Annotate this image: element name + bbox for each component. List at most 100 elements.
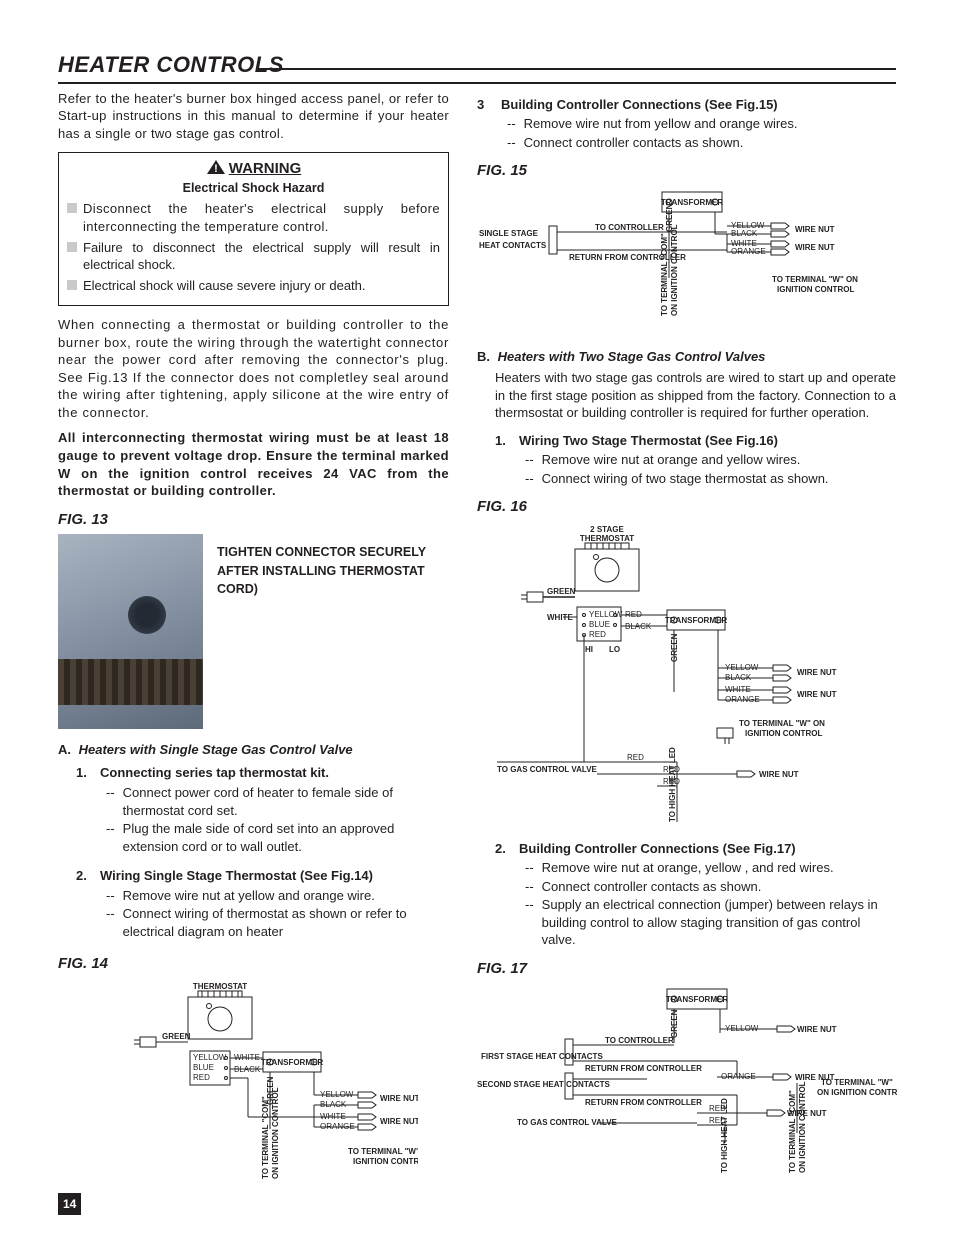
- svg-text:WIRE NUT: WIRE NUT: [759, 770, 799, 779]
- svg-text:SINGLE STAGE: SINGLE STAGE: [479, 229, 539, 238]
- svg-text:RED: RED: [589, 630, 606, 639]
- svg-text:2 STAGE: 2 STAGE: [590, 525, 624, 534]
- svg-text:THERMOSTAT: THERMOSTAT: [580, 534, 634, 543]
- section-a-title: Heaters with Single Stage Gas Control Va…: [79, 742, 353, 757]
- item-number: 1.: [76, 764, 90, 782]
- dash-text: Plug the male side of cord set into an a…: [123, 820, 449, 855]
- svg-text:ON IGNITION CONTROL: ON IGNITION CONTROL: [670, 224, 679, 316]
- item-title: Building Controller Connections (See Fig…: [519, 840, 796, 858]
- paragraph-2-bold: All interconnecting thermostat wiring mu…: [58, 429, 449, 499]
- fig14-label: FIG. 14: [58, 954, 449, 974]
- dash-text: Remove wire nut at orange and yellow wir…: [542, 451, 801, 469]
- dash-text: Connect wiring of two stage thermostat a…: [542, 470, 829, 488]
- warning-item: Failure to disconnect the electrical sup…: [67, 239, 440, 274]
- svg-text:TO TERMINAL "W" ON: TO TERMINAL "W" ON: [739, 719, 825, 728]
- item-title: Wiring Two Stage Thermostat (See Fig.16): [519, 432, 778, 450]
- section-b-letter: B.: [477, 349, 490, 364]
- fig13-photo: [58, 534, 203, 729]
- svg-text:TRANSFORMER: TRANSFORMER: [665, 616, 727, 625]
- list-item: 1. Wiring Two Stage Thermostat (See Fig.…: [495, 432, 896, 450]
- dash-item: --Connect wiring of thermostat as shown …: [106, 905, 449, 940]
- item-number: 1.: [495, 432, 509, 450]
- dash-item: --Remove wire nut at orange and yellow w…: [525, 451, 896, 469]
- svg-text:BLUE: BLUE: [589, 620, 610, 629]
- svg-text:ON IGNITION CONTROL: ON IGNITION CONTROL: [271, 1087, 280, 1179]
- dash-item: --Connect controller contacts as shown.: [525, 878, 896, 896]
- dash-item: --Plug the male side of cord set into an…: [106, 820, 449, 855]
- svg-text:RED: RED: [627, 753, 644, 762]
- svg-text:GREEN: GREEN: [670, 1010, 679, 1039]
- svg-text:TO TERMINAL "W": TO TERMINAL "W": [821, 1078, 893, 1087]
- svg-text:GREEN: GREEN: [162, 1032, 191, 1041]
- section-b-body: Heaters with two stage gas controls are …: [495, 369, 896, 422]
- bullet-square-icon: [67, 203, 77, 213]
- svg-text:IGNITION CONTROL: IGNITION CONTROL: [745, 729, 822, 738]
- svg-text:WIRE NUT: WIRE NUT: [795, 243, 835, 252]
- svg-text:WIRE NUT: WIRE NUT: [797, 668, 837, 677]
- fig13-label: FIG. 13: [58, 510, 449, 530]
- dash-item: --Connect wiring of two stage thermostat…: [525, 470, 896, 488]
- warning-triangle-icon: !: [206, 159, 226, 175]
- svg-text:FIRST STAGE HEAT CONTACTS: FIRST STAGE HEAT CONTACTS: [481, 1052, 603, 1061]
- svg-text:HI: HI: [585, 645, 593, 654]
- dash-item: --Remove wire nut at orange, yellow , an…: [525, 859, 896, 877]
- svg-text:HEAT CONTACTS: HEAT CONTACTS: [479, 241, 547, 250]
- fig16-label: FIG. 16: [477, 497, 896, 517]
- fig17-diagram: TRANSFORMER GREEN YELLOW WIRE NUT FIRST …: [477, 983, 896, 1183]
- svg-text:ON IGNITION CONTROL: ON IGNITION CONTROL: [817, 1088, 897, 1097]
- list-item: 2. Building Controller Connections (See …: [495, 840, 896, 858]
- dash-item: --Connect controller contacts as shown.: [507, 134, 896, 152]
- fig13-figure: TIGHTEN CONNECTOR SECURELY AFTER INSTALL…: [58, 534, 449, 729]
- svg-text:TO GAS CONTROL VALVE: TO GAS CONTROL VALVE: [497, 765, 598, 774]
- svg-text:WIRE NUT: WIRE NUT: [797, 690, 837, 699]
- list-item: 1. Connecting series tap thermostat kit.: [76, 764, 449, 782]
- warning-item-text: Electrical shock will cause severe injur…: [83, 277, 366, 295]
- item-title: Building Controller Connections (See Fig…: [501, 96, 778, 114]
- dash-text: Connect wiring of thermostat as shown or…: [123, 905, 449, 940]
- item-number: 2.: [76, 867, 90, 885]
- warning-heading-text: WARNING: [229, 160, 302, 177]
- warning-box: !WARNING Electrical Shock Hazard Disconn…: [58, 152, 449, 306]
- fig14-diagram: THERMOSTAT GREEN YELLOW BLUE RED WHITE B…: [58, 979, 449, 1209]
- dash-item: --Remove wire nut at yellow and orange w…: [106, 887, 449, 905]
- section-title: HEATER CONTROLS: [58, 50, 896, 84]
- svg-text:TO TERMINAL "COM": TO TERMINAL "COM": [261, 1096, 270, 1179]
- svg-text:TO CONTROLLER: TO CONTROLLER: [605, 1036, 674, 1045]
- section-b-title: Heaters with Two Stage Gas Control Valve…: [498, 349, 766, 364]
- svg-text:TRANSFORMER: TRANSFORMER: [261, 1058, 323, 1067]
- section-b-head: B. Heaters with Two Stage Gas Control Va…: [477, 348, 896, 366]
- svg-text:TRANSFORMER: TRANSFORMER: [666, 995, 728, 1004]
- item-number: 2.: [495, 840, 509, 858]
- section-a-letter: A.: [58, 742, 71, 757]
- svg-text:GREEN: GREEN: [670, 633, 679, 662]
- dash-text: Connect power cord of heater to female s…: [123, 784, 449, 819]
- svg-text:TO HIGH HEAT LED: TO HIGH HEAT LED: [668, 747, 677, 822]
- warning-item-text: Failure to disconnect the electrical sup…: [83, 239, 440, 274]
- dash-text: Remove wire nut at yellow and orange wir…: [123, 887, 375, 905]
- dash-item: --Connect power cord of heater to female…: [106, 784, 449, 819]
- fig16-diagram: 2 STAGE THERMOSTAT GREEN WHITE YELLOW BL…: [477, 522, 896, 832]
- warning-item-text: Disconnect the heater's electrical suppl…: [83, 200, 440, 235]
- page-number: 14: [58, 1193, 81, 1215]
- svg-text:RETURN FROM CONTROLLER: RETURN FROM CONTROLLER: [585, 1064, 702, 1073]
- svg-text:IGNITION CONTROL: IGNITION CONTROL: [353, 1157, 418, 1166]
- warning-heading: !WARNING: [67, 159, 440, 179]
- item-title: Wiring Single Stage Thermostat (See Fig.…: [100, 867, 373, 885]
- section-a-head: A. Heaters with Single Stage Gas Control…: [58, 741, 449, 759]
- svg-text:WIRE NUT: WIRE NUT: [797, 1025, 837, 1034]
- svg-text:WIRE NUT: WIRE NUT: [380, 1094, 418, 1103]
- svg-text:ON IGNITION CONTROL: ON IGNITION CONTROL: [798, 1082, 807, 1174]
- svg-text:SECOND STAGE HEAT CONTACTS: SECOND STAGE HEAT CONTACTS: [477, 1080, 611, 1089]
- svg-text:LO: LO: [609, 645, 620, 654]
- fig13-callout: TIGHTEN CONNECTOR SECURELY AFTER INSTALL…: [208, 538, 448, 604]
- warning-subheading: Electrical Shock Hazard: [67, 180, 440, 197]
- warning-item: Electrical shock will cause severe injur…: [67, 277, 440, 295]
- dash-text: Remove wire nut at orange, yellow , and …: [542, 859, 834, 877]
- fig15-label: FIG. 15: [477, 161, 896, 181]
- dash-text: Connect controller contacts as shown.: [524, 134, 744, 152]
- list-item: 3 Building Controller Connections (See F…: [477, 96, 896, 114]
- fig15-diagram: TRANSFORMER GREEN SINGLE STAGE HEAT CONT…: [477, 186, 896, 336]
- svg-text:WIRE NUT: WIRE NUT: [380, 1117, 418, 1126]
- dash-item: --Supply an electrical connection (jumpe…: [525, 896, 896, 949]
- svg-text:TO TERMINAL "W" ON: TO TERMINAL "W" ON: [772, 275, 858, 284]
